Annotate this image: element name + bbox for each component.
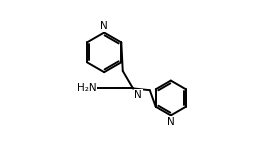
Text: N: N	[100, 21, 108, 31]
Text: H₂N: H₂N	[77, 83, 96, 93]
Text: N: N	[134, 90, 142, 100]
Text: N: N	[167, 117, 175, 127]
